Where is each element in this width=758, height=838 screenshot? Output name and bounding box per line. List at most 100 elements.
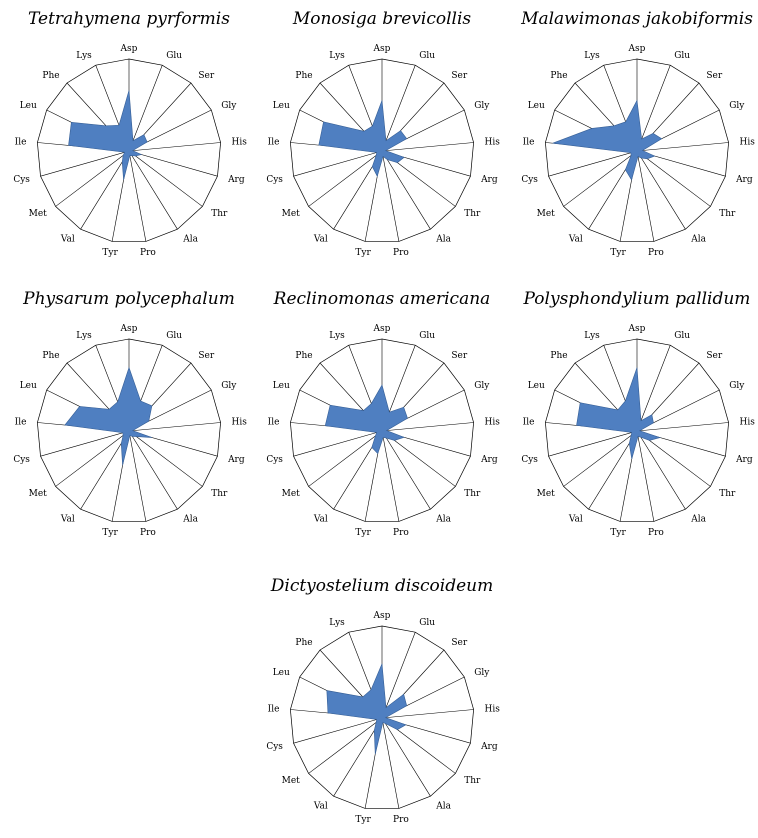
radar-spoke xyxy=(588,430,638,510)
radar-spoke xyxy=(636,422,729,432)
axis-label: Asp xyxy=(628,44,646,54)
axis-label: Arg xyxy=(735,455,753,465)
radar-spoke xyxy=(636,430,686,510)
axis-label: Leu xyxy=(273,381,290,391)
axis-label: Cys xyxy=(13,175,30,185)
radar-spoke xyxy=(563,150,638,207)
radar-spoke xyxy=(381,150,400,242)
axis-label: Arg xyxy=(735,175,753,185)
radar-spoke xyxy=(636,150,686,230)
radar-outer-ring xyxy=(545,58,729,242)
radar-spoke xyxy=(293,717,383,744)
axis-label: Asp xyxy=(373,611,391,621)
radar-panel: Reclinomonas americana Asp Glu Ser Gly His Arg… xyxy=(266,289,500,538)
axis-label: Lys xyxy=(329,618,345,628)
axis-label: Tyr xyxy=(610,528,626,538)
axis-label: Thr xyxy=(211,209,228,219)
axis-label: Ser xyxy=(451,351,467,361)
axis-label: Ala xyxy=(690,235,706,245)
radar-spoke xyxy=(40,150,130,177)
radar-spoke xyxy=(293,150,383,177)
radar-spoke xyxy=(636,345,671,432)
radar-spoke xyxy=(128,65,163,152)
axis-label: Tyr xyxy=(102,248,118,258)
axis-label: Met xyxy=(29,209,48,219)
axis-label: Glu xyxy=(419,331,435,341)
radar-panel: Monosiga brevicollis Asp Glu Ser Gly His Arg Th… xyxy=(266,9,500,258)
axis-label: Ala xyxy=(435,515,451,525)
radar-spoke xyxy=(636,150,711,207)
axis-label: Phe xyxy=(295,351,312,361)
axis-label: Asp xyxy=(628,324,646,334)
radar-panel: Tetrahymena pyrformis Asp Glu Ser Gly His Arg T… xyxy=(13,9,247,258)
axis-label: Ala xyxy=(435,802,451,812)
radar-series-area xyxy=(68,90,148,181)
axis-label: Met xyxy=(29,489,48,499)
panel-title: Monosiga brevicollis xyxy=(292,9,472,29)
axis-label: Gly xyxy=(221,101,237,111)
axis-label: Asp xyxy=(373,44,391,54)
radar-spoke xyxy=(381,65,416,152)
axis-label: Val xyxy=(60,515,75,525)
axis-label: Phe xyxy=(42,71,59,81)
axis-label: Tyr xyxy=(102,528,118,538)
radar-spoke xyxy=(548,430,638,457)
panel-title: Reclinomonas americana xyxy=(273,289,491,309)
radar-spoke xyxy=(308,717,383,774)
radar-spoke xyxy=(128,430,203,487)
axis-label: Met xyxy=(282,489,301,499)
axis-label: Tyr xyxy=(355,528,371,538)
radar-spoke xyxy=(333,717,383,797)
radar-spoke xyxy=(128,150,147,242)
axis-label: Leu xyxy=(273,668,290,678)
axis-label: Ala xyxy=(182,515,198,525)
axis-label: Met xyxy=(282,209,301,219)
panel-title: Malawimonas jakobiformis xyxy=(520,9,753,29)
axis-label: Ala xyxy=(690,515,706,525)
radar-outer-ring xyxy=(37,58,221,242)
radar-spoke xyxy=(636,430,655,522)
axis-label: Ala xyxy=(182,235,198,245)
radar-spoke xyxy=(308,150,383,207)
axis-label: Tyr xyxy=(355,815,371,825)
radar-spoke xyxy=(381,717,431,797)
radar-spoke xyxy=(40,430,130,457)
axis-label: Met xyxy=(537,209,556,219)
radar-spoke xyxy=(636,65,671,152)
axis-label: Cys xyxy=(266,455,283,465)
axis-label: Arg xyxy=(480,175,498,185)
axis-label: Phe xyxy=(42,351,59,361)
axis-label: Glu xyxy=(166,51,182,61)
axis-label: His xyxy=(485,704,501,714)
axis-label: Ile xyxy=(268,417,280,427)
panel-title: Polysphondylium pallidum xyxy=(523,289,751,309)
axis-label: Glu xyxy=(419,618,435,628)
axis-label: Glu xyxy=(674,51,690,61)
radar-spoke xyxy=(80,150,130,230)
axis-label: Ser xyxy=(706,351,722,361)
axis-label: Glu xyxy=(419,51,435,61)
radar-panel: Dictyostelium discoideum Asp Glu Ser Gly His A… xyxy=(266,576,500,825)
axis-label: Phe xyxy=(295,71,312,81)
axis-label: Cys xyxy=(266,175,283,185)
axis-label: Ser xyxy=(451,71,467,81)
axis-label: Thr xyxy=(464,489,481,499)
axis-label: Val xyxy=(568,515,583,525)
radar-panel: Physarum polycephalum Asp Glu Ser Gly His Arg T… xyxy=(13,289,247,538)
radar-series-area xyxy=(552,99,663,181)
axis-label: Pro xyxy=(393,528,409,538)
axis-label: Asp xyxy=(373,324,391,334)
axis-label: Lys xyxy=(584,51,600,61)
axis-label: Thr xyxy=(719,209,736,219)
axis-label: Val xyxy=(313,235,328,245)
axis-label: Val xyxy=(60,235,75,245)
radar-series-area xyxy=(64,366,153,466)
axis-label: Pro xyxy=(648,248,664,258)
axis-label: His xyxy=(232,137,248,147)
radar-outer-ring xyxy=(290,338,474,522)
axis-label: Thr xyxy=(464,776,481,786)
axis-label: Met xyxy=(282,776,301,786)
axis-label: Val xyxy=(313,802,328,812)
axis-label: His xyxy=(485,417,501,427)
axis-label: Leu xyxy=(273,101,290,111)
